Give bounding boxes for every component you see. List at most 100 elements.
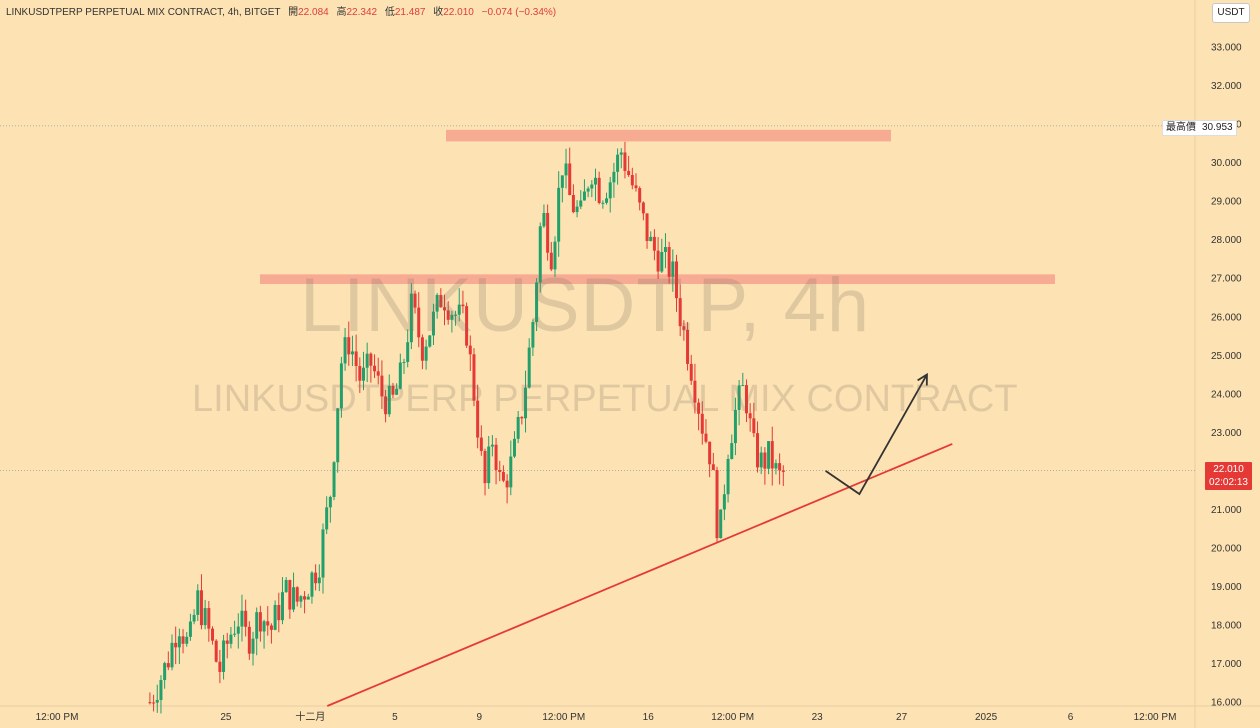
- candle-body: [483, 450, 487, 484]
- candle-body: [288, 580, 292, 610]
- candle-body: [395, 388, 399, 395]
- candle-body: [251, 638, 255, 654]
- candle-body: [406, 342, 410, 362]
- candle-body: [656, 250, 660, 272]
- price-tick-label: 17.000: [1211, 659, 1242, 670]
- candle-body: [612, 171, 616, 183]
- symbol-title: LINKUSDTPERP PERPETUAL MIX CONTRACT, 4h,…: [6, 7, 281, 18]
- candle-body: [177, 636, 181, 648]
- candle-body: [166, 663, 170, 668]
- low-label: 低: [384, 7, 395, 18]
- candle-body: [516, 416, 520, 439]
- candle-body: [424, 346, 428, 361]
- candle-body: [527, 347, 531, 388]
- candle-body: [715, 470, 719, 539]
- candle-body: [314, 572, 318, 584]
- candle-body: [358, 366, 362, 381]
- time-tick-label: 12:00 PM: [542, 712, 585, 723]
- candle-body: [273, 604, 277, 630]
- change-value: −0.074 (−0.34%): [481, 7, 557, 18]
- candle-body: [616, 154, 620, 172]
- candle-body: [579, 200, 583, 207]
- candle-body: [582, 191, 586, 201]
- low-value: 21.487: [394, 7, 426, 18]
- candle-body: [660, 252, 664, 272]
- highest-value: 30.953: [1202, 122, 1233, 133]
- price-tick-label: 28.000: [1211, 235, 1242, 246]
- price-tick-label: 32.000: [1211, 81, 1242, 92]
- price-tick-label: 23.000: [1211, 428, 1242, 439]
- candle-body: [542, 212, 546, 227]
- candle-body: [332, 462, 336, 497]
- candle-body: [398, 362, 402, 389]
- candle-body: [299, 596, 303, 602]
- open-label: 開: [288, 7, 299, 18]
- price-axis: 16.000 17.000 18.000 19.000 20.000 21.000 22.0…: [1211, 42, 1242, 708]
- last-price-tag: 22.010 02:02:13: [1205, 462, 1252, 490]
- candle-body: [638, 188, 642, 203]
- candle-body: [148, 702, 152, 704]
- candle-body: [719, 509, 723, 539]
- candle-body: [627, 170, 631, 176]
- candle-body: [553, 241, 557, 270]
- candle-body: [303, 596, 307, 600]
- candle-body: [159, 680, 163, 700]
- time-tick-label: 12:00 PM: [36, 712, 79, 723]
- candle-body: [512, 438, 516, 457]
- time-tick-label: 十二月: [295, 710, 325, 723]
- price-tick-label: 20.000: [1211, 543, 1242, 554]
- candle-body: [520, 416, 524, 419]
- candle-body: [457, 304, 461, 315]
- candle-body: [722, 494, 726, 510]
- candle-body: [192, 614, 196, 622]
- chart-header: LINKUSDTPERP PERPETUAL MIX CONTRACT, 4h,…: [6, 3, 556, 18]
- candle-body: [244, 610, 248, 627]
- candle-body: [443, 307, 447, 311]
- candle-body: [778, 463, 782, 471]
- candle-body: [730, 443, 734, 459]
- candle-body: [185, 636, 189, 644]
- candle-body: [597, 177, 601, 203]
- candle-body: [229, 634, 233, 644]
- projection-arrowhead: [917, 372, 928, 386]
- candle-body: [284, 580, 288, 593]
- projection-path: [825, 374, 928, 496]
- currency-button[interactable]: USDT: [1212, 3, 1250, 23]
- highest-label: 最高價: [1166, 122, 1196, 133]
- candle-body: [218, 661, 222, 672]
- time-tick-label: 16: [643, 712, 655, 723]
- candle-body: [756, 433, 760, 468]
- candle-body: [240, 610, 244, 627]
- candle-body: [222, 640, 226, 672]
- candle-body: [211, 628, 215, 641]
- candle-body: [439, 294, 443, 308]
- candle-body: [292, 587, 296, 610]
- candle-body: [431, 311, 435, 336]
- candle-body: [524, 387, 528, 419]
- candle-body: [365, 353, 369, 368]
- candle-body: [306, 596, 310, 600]
- time-tick-label: 9: [477, 712, 483, 723]
- candle-body: [557, 187, 561, 242]
- candle-body: [752, 418, 756, 434]
- reference-lines: [0, 125, 1195, 471]
- candle-body: [328, 496, 332, 508]
- candle-body: [188, 621, 192, 637]
- candle-body: [247, 626, 251, 654]
- candle-body: [675, 261, 679, 299]
- candle-body: [586, 188, 590, 192]
- time-tick-label: 25: [220, 712, 232, 723]
- candle-body: [546, 212, 550, 253]
- candle-body: [361, 367, 365, 381]
- candle-body: [697, 402, 701, 414]
- candle-body: [203, 608, 207, 626]
- price-tick-label: 30.000: [1211, 158, 1242, 169]
- candle-body: [269, 625, 273, 630]
- candle-body: [280, 592, 284, 621]
- price-tick-label: 18.000: [1211, 621, 1242, 632]
- time-tick-label: 12:00 PM: [1134, 712, 1177, 723]
- price-tick-label: 25.000: [1211, 351, 1242, 362]
- candle-body: [686, 329, 690, 364]
